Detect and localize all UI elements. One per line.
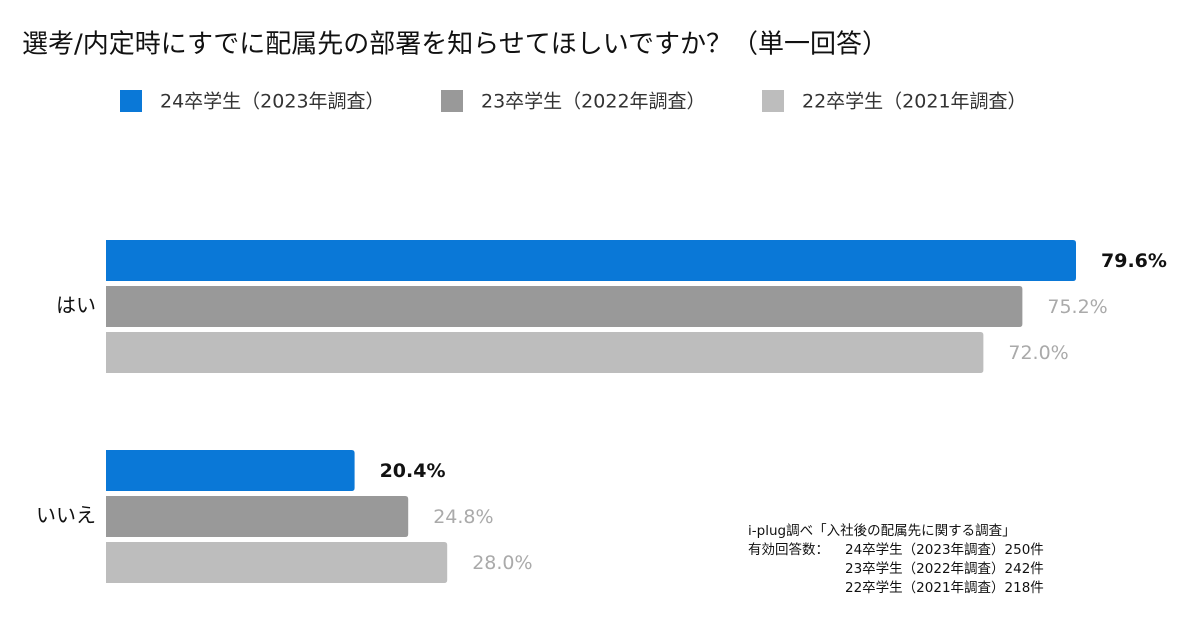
value-label: 75.2% bbox=[1047, 296, 1107, 318]
chart-title: 選考/内定時にすでに配属先の部署を知らせてほしいですか？（単一回答） bbox=[22, 30, 888, 60]
bar bbox=[106, 496, 409, 537]
note-line: 23卒学生（2022年調査）242件 bbox=[845, 561, 1044, 577]
bar bbox=[106, 542, 448, 583]
value-label: 79.6% bbox=[1101, 250, 1167, 272]
legend-swatch bbox=[762, 90, 784, 112]
legend-swatch bbox=[441, 90, 463, 112]
value-label: 20.4% bbox=[380, 460, 446, 482]
value-label: 28.0% bbox=[472, 552, 532, 574]
bar bbox=[106, 286, 1023, 327]
bar bbox=[106, 332, 984, 373]
legend-label: 24卒学生（2023年調査） bbox=[160, 91, 385, 113]
category-label: いいえ bbox=[36, 503, 96, 527]
bar bbox=[106, 450, 355, 491]
note-source: i-plug調べ「入社後の配属先に関する調査」 bbox=[748, 523, 1016, 539]
category-label: はい bbox=[56, 293, 96, 317]
note-label: 有効回答数： bbox=[748, 541, 829, 558]
legend-label: 23卒学生（2022年調査） bbox=[481, 91, 706, 113]
bar bbox=[106, 240, 1076, 281]
note-line: 24卒学生（2023年調査）250件 bbox=[845, 542, 1044, 558]
legend-label: 22卒学生（2021年調査） bbox=[802, 91, 1027, 113]
value-label: 72.0% bbox=[1008, 342, 1068, 364]
note-line: 22卒学生（2021年調査）218件 bbox=[845, 580, 1044, 596]
legend-swatch bbox=[120, 90, 142, 112]
value-label: 24.8% bbox=[433, 506, 493, 528]
